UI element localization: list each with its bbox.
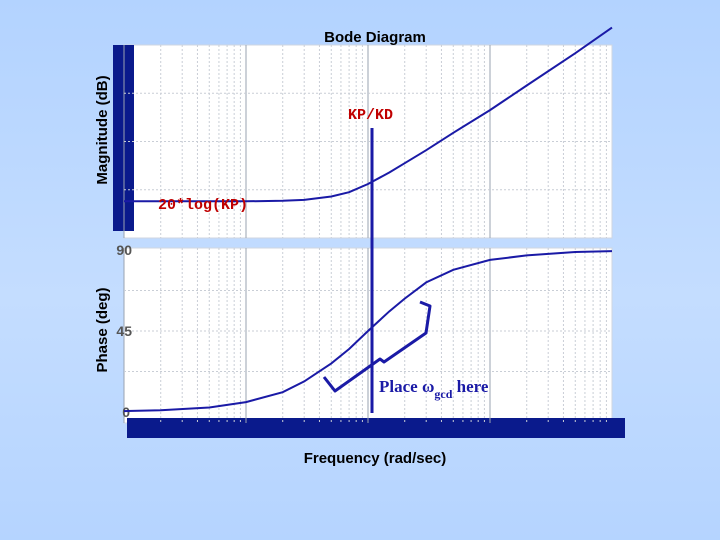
frequency-axis-bar [127,418,625,438]
magnitude-y-label: Magnitude (dB) [94,75,111,184]
phase-tick-label: 90 [116,242,132,258]
place-gcd-label: Place ωgcd here [379,377,489,401]
kp-kd-label: KP/KD [348,107,393,124]
phase-series-line [123,250,613,413]
gcd-bracket [322,300,432,393]
chart-title: Bode Diagram [324,29,426,46]
grid-lines [123,45,612,423]
kp-log-label: 20*log(KP) [158,197,248,214]
frequency-x-label: Frequency (rad/sec) [304,450,447,467]
phase-y-label: Phase (deg) [94,287,111,372]
phase-tick-label: 45 [116,323,132,339]
magnitude-series-line [124,26,613,203]
